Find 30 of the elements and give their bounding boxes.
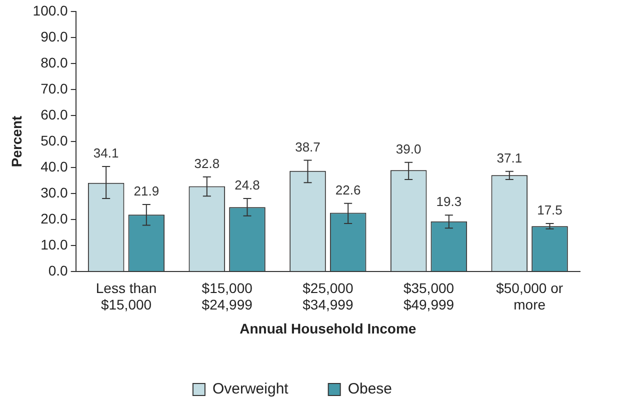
x-axis-title: Annual Household Income — [240, 320, 416, 336]
y-axis-title: Percent — [8, 115, 24, 168]
data-label: 24.8 — [234, 178, 260, 193]
data-label: 19.3 — [436, 194, 462, 210]
y-tick-label: 100.0 — [32, 2, 68, 18]
x-tick-label: $50,000 or more — [496, 280, 564, 313]
legend-label: Obese — [348, 380, 392, 398]
y-tick-label: 20.0 — [40, 210, 68, 226]
data-label: 38.7 — [295, 139, 320, 154]
data-label: 37.1 — [496, 150, 522, 166]
x-tick-label: $15,000 $24,999 — [202, 280, 253, 313]
y-tick-label: 80.0 — [40, 54, 68, 70]
x-tick-label: $25,000 $34,999 — [302, 280, 354, 313]
data-label: 21.9 — [134, 184, 160, 199]
data-label: 32.8 — [194, 156, 220, 171]
x-tick-label: $35,000 $49,999 — [403, 280, 454, 313]
y-tick-label: 30.0 — [40, 184, 68, 200]
y-tick-label: 10.0 — [40, 236, 68, 252]
legend-label: Overweight — [212, 380, 290, 398]
data-label: 22.6 — [335, 182, 361, 198]
y-tick-label: 60.0 — [40, 106, 68, 122]
y-tick-label: 70.0 — [40, 80, 68, 96]
y-tick-label: 50.0 — [40, 132, 68, 148]
data-label: 39.0 — [396, 141, 422, 156]
data-label: 34.1 — [93, 146, 119, 161]
y-tick-label: 90.0 — [40, 28, 68, 44]
y-tick-label: 40.0 — [40, 158, 68, 174]
x-tick-label: Less than $15,000 — [96, 280, 157, 313]
y-tick-label: 0.0 — [48, 262, 68, 278]
data-label: 17.5 — [537, 202, 562, 218]
